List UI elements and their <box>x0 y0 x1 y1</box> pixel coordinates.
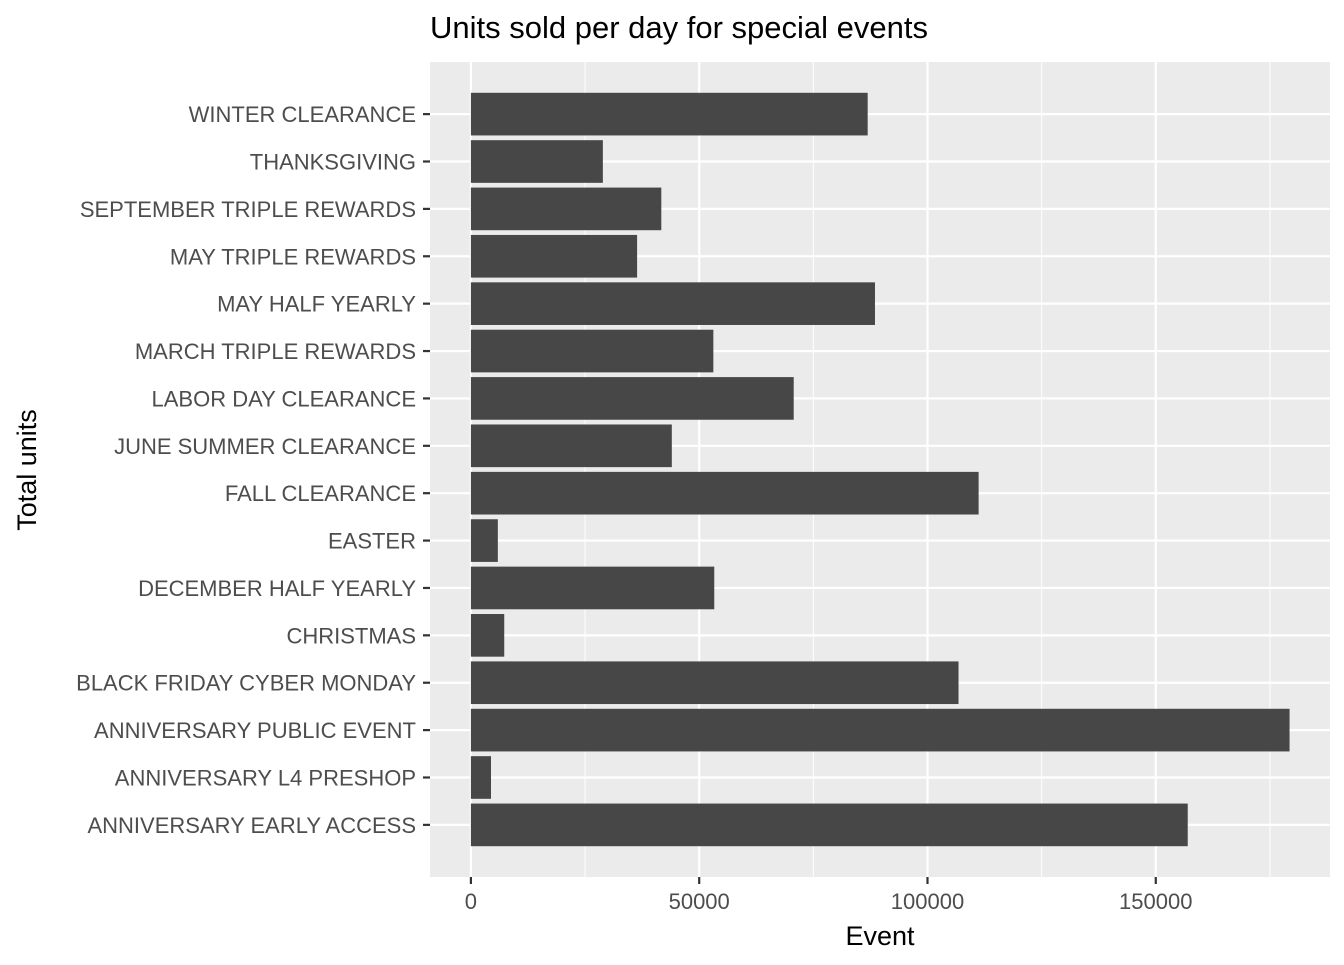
bar <box>470 661 959 705</box>
bar <box>470 424 672 468</box>
y-tick-label: LABOR DAY CLEARANCE <box>152 386 417 411</box>
x-tick-label: 150000 <box>1119 889 1192 914</box>
y-tick-label: ANNIVERSARY L4 PRESHOP <box>115 765 416 790</box>
bar <box>470 756 491 799</box>
bar <box>470 234 638 278</box>
y-axis: ANNIVERSARY EARLY ACCESS ANNIVERSARY L4 P… <box>76 102 430 838</box>
bar <box>470 803 1188 847</box>
x-tick-label: 50000 <box>669 889 730 914</box>
bar <box>470 187 662 231</box>
bar <box>470 377 794 420</box>
y-tick-label: ANNIVERSARY EARLY ACCESS <box>87 813 416 838</box>
chart-title: Units sold per day for special events <box>430 10 928 45</box>
bars <box>470 92 1290 847</box>
y-axis-title: Total units <box>12 409 42 531</box>
bar <box>470 92 868 136</box>
bar <box>470 614 505 657</box>
y-tick-label: THANKSGIVING <box>250 150 416 175</box>
bar <box>470 471 979 515</box>
y-tick-label: JUNE SUMMER CLEARANCE <box>114 434 416 459</box>
y-tick-label: MARCH TRIPLE REWARDS <box>135 339 416 364</box>
bar <box>470 329 714 373</box>
bar <box>470 140 603 183</box>
bar <box>470 282 875 325</box>
y-tick-label: WINTER CLEARANCE <box>189 102 416 127</box>
plot-panel <box>430 62 1330 877</box>
y-tick-label: EASTER <box>328 529 416 554</box>
y-tick-label: FALL CLEARANCE <box>225 481 416 506</box>
x-tick-label: 100000 <box>891 889 964 914</box>
y-tick-label: ANNIVERSARY PUBLIC EVENT <box>94 718 416 743</box>
y-tick-label: SEPTEMBER TRIPLE REWARDS <box>80 197 416 222</box>
y-tick-label: DECEMBER HALF YEARLY <box>138 576 416 601</box>
bar <box>470 519 498 562</box>
x-tick-label: 0 <box>465 889 477 914</box>
y-tick-label: MAY TRIPLE REWARDS <box>170 244 416 269</box>
x-axis: 0 50000 100000 150000 <box>465 877 1192 914</box>
y-tick-label: CHRISTMAS <box>286 623 416 648</box>
x-axis-title: Event <box>845 921 915 951</box>
bar <box>470 566 715 610</box>
y-tick-label: BLACK FRIDAY CYBER MONDAY <box>76 671 416 696</box>
y-tick-label: MAY HALF YEARLY <box>217 292 416 317</box>
bar <box>470 708 1290 752</box>
